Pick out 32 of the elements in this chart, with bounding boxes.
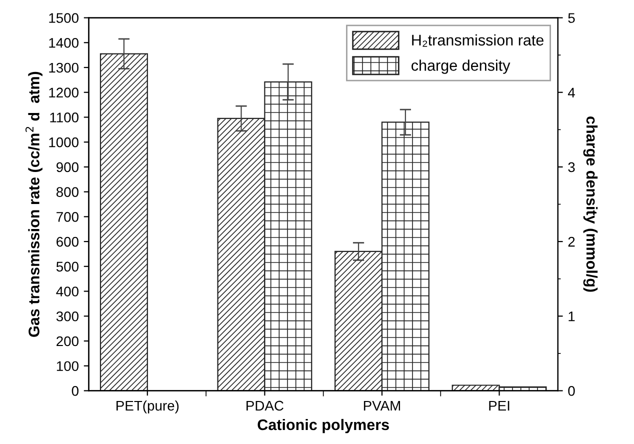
y2-tick-label: 4 <box>568 88 575 98</box>
y-tick-label: 800 <box>56 187 78 197</box>
bar <box>100 53 148 391</box>
legend-label: H₂transmission rate <box>412 34 544 47</box>
legend-label: charge density <box>412 60 510 74</box>
x-tick-label: PET(pure) <box>116 400 179 414</box>
x-tick-label: PEI <box>489 400 510 411</box>
y-tick-label: 1300 <box>49 62 78 73</box>
y-tick-label: 1500 <box>49 13 78 23</box>
y2-tick-label: 1 <box>568 312 575 322</box>
y2-tick-label: 0 <box>568 386 575 396</box>
y-tick-label: 1400 <box>49 38 78 48</box>
y-tick-label: 0 <box>72 386 78 396</box>
y2-axis-title: charge density (mmol/g) <box>583 116 598 292</box>
y-tick-label: 100 <box>56 361 78 372</box>
y-axis-title: Gas transmission rate (cc/m$^{2}$ d atm) <box>25 72 42 337</box>
y2-tick-label: 5 <box>568 13 575 23</box>
y-tick-label: 600 <box>56 236 78 247</box>
y-tick-label: 1000 <box>49 137 78 148</box>
x-axis-title: Cationic polymers <box>258 418 389 434</box>
y2-tick-label: 2 <box>568 236 575 247</box>
x-tick-label: PDAC <box>246 400 284 411</box>
y-tick-label: 500 <box>56 262 78 272</box>
x-tick-label: PVAM <box>364 400 400 411</box>
y-tick-label: 400 <box>56 286 78 296</box>
y-tick-label: 200 <box>56 336 78 346</box>
y2-tick-label: 3 <box>568 162 575 172</box>
y-tick-label: 300 <box>56 311 78 322</box>
y-tick-label: 900 <box>56 162 78 172</box>
y-tick-label: 1100 <box>50 112 78 122</box>
y-tick-label: 700 <box>56 212 78 222</box>
y-tick-label: 1200 <box>49 88 78 98</box>
